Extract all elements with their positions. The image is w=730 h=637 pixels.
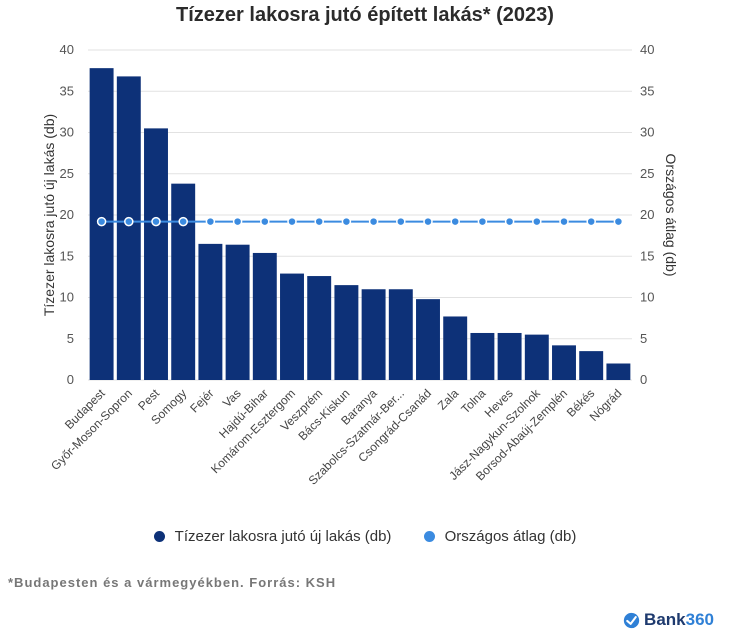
average-point — [151, 216, 161, 227]
bar — [579, 351, 604, 380]
left-tick-label: 0 — [67, 372, 74, 387]
right-tick-label: 10 — [640, 290, 654, 305]
bar-chart: 0 5 10 15 20 25 30 35 40 0 5 10 15 20 25 30 35 40 Budape… — [41, 42, 679, 488]
right-axis-title: Országos átlag (db) — [663, 154, 679, 277]
bar — [416, 299, 440, 380]
average-point — [314, 216, 324, 227]
bars — [89, 68, 631, 381]
average-point — [178, 216, 188, 227]
right-axis-ticks: 0 5 10 15 20 25 30 35 40 — [640, 42, 654, 387]
right-tick-label: 0 — [640, 372, 647, 387]
brand-logo: Bank 360 — [623, 610, 714, 630]
legend: Tízezer lakosra jutó új lakás (db) Orszá… — [0, 528, 730, 545]
category-label: Fejér — [187, 386, 216, 415]
bar — [144, 128, 168, 380]
bar — [443, 316, 468, 380]
left-tick-label: 10 — [60, 290, 74, 305]
average-point — [205, 216, 216, 227]
legend-label-average: Országos átlag (db) — [444, 528, 577, 545]
average-point — [287, 216, 297, 227]
average-point — [368, 216, 379, 227]
left-tick-label: 30 — [60, 125, 74, 140]
legend-item-bars: Tízezer lakosra jutó új lakás (db) — [153, 528, 392, 545]
average-point — [96, 216, 107, 227]
average-point — [232, 216, 243, 227]
right-tick-label: 40 — [640, 42, 654, 57]
average-point — [341, 216, 352, 227]
average-line — [96, 216, 624, 227]
average-point — [477, 216, 488, 227]
average-point — [504, 216, 515, 227]
bar — [470, 332, 495, 380]
average-point — [532, 216, 542, 227]
chart-title: Tízezer lakosra jutó épített lakás* (202… — [176, 4, 554, 26]
left-tick-label: 15 — [60, 248, 74, 263]
right-tick-label: 15 — [640, 248, 654, 263]
bar — [171, 183, 196, 380]
right-tick-label: 30 — [640, 125, 654, 140]
bar — [116, 76, 141, 381]
left-axis-title: Tízezer lakosra jutó új lakás (db) — [41, 114, 57, 316]
average-point — [559, 216, 569, 227]
bank360-logo-icon — [623, 612, 640, 628]
category-label: Zala — [435, 386, 462, 413]
bar — [334, 285, 359, 380]
average-point — [586, 216, 596, 227]
left-tick-label: 20 — [60, 207, 74, 222]
average-point — [450, 216, 460, 227]
left-axis-ticks: 0 5 10 15 20 25 30 35 40 — [60, 42, 74, 387]
average-point — [423, 216, 433, 227]
bar — [497, 332, 522, 380]
bar — [606, 363, 631, 380]
left-tick-label: 40 — [60, 42, 74, 57]
left-tick-label: 35 — [60, 83, 74, 98]
right-tick-label: 20 — [640, 207, 654, 222]
bar — [198, 243, 223, 380]
right-tick-label: 5 — [640, 331, 647, 346]
bar — [361, 289, 386, 380]
bar — [252, 252, 277, 380]
legend-label-bars: Tízezer lakosra jutó új lakás (db) — [174, 528, 392, 545]
bar — [225, 244, 250, 380]
average-point — [260, 216, 270, 227]
bar — [280, 273, 304, 380]
average-point — [613, 216, 624, 227]
bar — [552, 345, 576, 380]
right-tick-label: 25 — [640, 166, 654, 181]
average-point — [124, 216, 134, 227]
left-tick-label: 25 — [60, 166, 74, 181]
legend-item-average: Országos átlag (db) — [423, 528, 577, 545]
bar — [388, 289, 413, 380]
legend-marker-bars — [153, 530, 165, 542]
brand-name: Bank — [644, 610, 686, 629]
gridlines — [88, 49, 632, 381]
right-tick-label: 35 — [640, 83, 654, 98]
bar — [307, 276, 332, 380]
average-point — [396, 216, 406, 227]
footnote: *Budapesten és a vármegyékben. Forrás: K… — [8, 575, 337, 590]
brand-accent: 360 — [685, 610, 714, 629]
left-tick-label: 5 — [67, 331, 74, 346]
bar — [524, 334, 549, 380]
legend-marker-average — [423, 530, 435, 542]
